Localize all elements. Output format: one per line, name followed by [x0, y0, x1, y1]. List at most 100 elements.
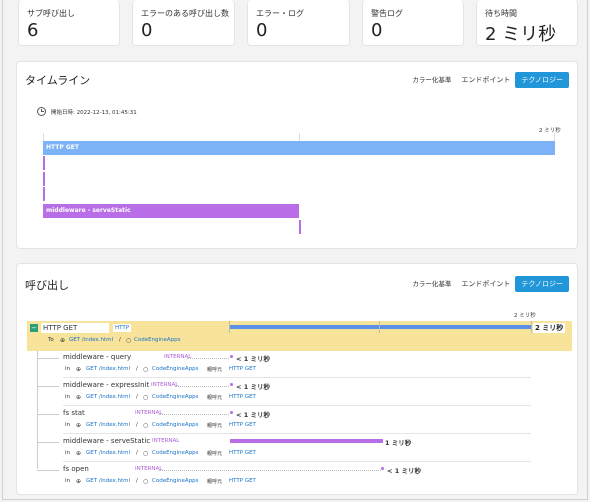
timeline-bar-middleware-expressinit[interactable]: [43, 172, 45, 186]
technology-button[interactable]: テクノロジー: [515, 276, 569, 292]
app-link[interactable]: CodeEngineApps: [152, 394, 199, 400]
call-tag: INTERNAL: [135, 466, 163, 472]
root-duration-bar: [229, 325, 531, 329]
call-duration: 1 ミリ秒: [385, 439, 412, 447]
path-separator: /: [136, 366, 138, 372]
duration-marker: [230, 411, 233, 414]
stat-label: エラー・ログ: [256, 9, 304, 18]
timeline-color-switch: カラー化基準 エンドポイント テクノロジー: [407, 72, 569, 88]
caller-label: 親呼元: [207, 479, 223, 485]
call-duration: < 1 ミリ秒: [236, 355, 270, 363]
stat-label: 待ち時間: [485, 9, 517, 18]
tree-connector: [37, 351, 38, 469]
technology-button[interactable]: テクノロジー: [515, 72, 569, 88]
timeline-bar-http-get[interactable]: HTTP GET: [43, 141, 555, 155]
caller-link[interactable]: HTTP GET: [229, 450, 256, 456]
endpoint-button[interactable]: エンドポイント: [461, 76, 511, 84]
stat-label: エラーのある呼び出し数: [141, 9, 229, 18]
call-name[interactable]: fs open: [63, 465, 89, 473]
call-name[interactable]: middleware - query: [63, 353, 132, 361]
app-link[interactable]: CodeEngineApps: [152, 450, 199, 456]
app-icon: ○: [143, 478, 149, 485]
tree-connector: [37, 470, 59, 471]
app-link[interactable]: CodeEngineApps: [152, 366, 199, 372]
endpoint-link[interactable]: GET /index.html: [86, 422, 131, 428]
app-icon: ○: [143, 422, 149, 429]
timeline-bar-middleware-query[interactable]: [43, 156, 45, 170]
call-row-root[interactable]: − HTTP GET HTTP To ⊕ GET /index.html / ○…: [27, 321, 572, 351]
endpoint-button[interactable]: エンドポイント: [461, 280, 511, 288]
call-row[interactable]: middleware - expressInit INTERNAL < 1 ミリ…: [17, 379, 579, 407]
color-by-label: カラー化基準: [412, 76, 452, 84]
calls-card: 呼び出し カラー化基準 エンドポイント テクノロジー 2 ミリ秒 − HTTP …: [16, 263, 578, 495]
dotted-guide: [159, 470, 381, 471]
call-row[interactable]: fs stat INTERNAL < 1 ミリ秒 in ⊕ GET /index…: [17, 407, 579, 435]
calls-title: 呼び出し: [25, 279, 69, 292]
path-separator: /: [119, 337, 121, 343]
stat-value: 0: [371, 20, 383, 41]
stat-card-error-calls: エラーのある呼び出し数 0: [132, 0, 235, 46]
endpoint-link[interactable]: GET /index.html: [86, 478, 131, 484]
collapse-toggle[interactable]: −: [30, 324, 38, 332]
stat-card-latency: 待ち時間 2 ミリ秒: [476, 0, 578, 46]
clock-icon: [37, 107, 46, 116]
caller-link[interactable]: HTTP GET: [229, 366, 256, 372]
root-call-tag: HTTP: [113, 324, 132, 332]
calls-scale-max: 2 ミリ秒: [514, 313, 536, 319]
call-row[interactable]: fs open INTERNAL < 1 ミリ秒 in ⊕ GET /index…: [17, 463, 579, 491]
call-duration: < 1 ミリ秒: [387, 467, 421, 475]
duration-marker: [230, 383, 233, 386]
root-app-link[interactable]: CodeEngineApps: [134, 337, 181, 343]
timeline-scale-max: 2 ミリ秒: [539, 128, 561, 134]
call-name[interactable]: fs stat: [63, 409, 85, 417]
caller-link[interactable]: HTTP GET: [229, 422, 256, 428]
endpoint-link[interactable]: GET /index.html: [86, 450, 131, 456]
row-divider: [63, 433, 531, 434]
stat-card-error-logs: エラー・ログ 0: [247, 0, 350, 46]
in-label: in: [65, 366, 71, 372]
call-tag: INTERNAL: [151, 382, 179, 388]
timeline-card: タイムライン カラー化基準 エンドポイント テクノロジー 開始日時: 2022-…: [16, 61, 578, 249]
app-link[interactable]: CodeEngineApps: [152, 422, 199, 428]
call-name[interactable]: middleware - serveStatic: [63, 437, 151, 445]
stat-label: 警告ログ: [371, 9, 403, 18]
timeline-bar-fs-stat[interactable]: [43, 187, 45, 201]
calls-gridline: [379, 321, 380, 333]
stat-value: 2 ミリ秒: [485, 24, 557, 45]
call-tag: INTERNAL: [164, 354, 192, 360]
timeline-bar-fs-open[interactable]: [299, 220, 301, 234]
dotted-guide: [175, 386, 229, 387]
app-link[interactable]: CodeEngineApps: [152, 478, 199, 484]
path-separator: /: [136, 422, 138, 428]
globe-icon: ⊕: [76, 422, 82, 429]
caller-link[interactable]: HTTP GET: [229, 394, 256, 400]
timeline-gridline: [299, 133, 300, 141]
timeline-start-time: 開始日時: 2022-12-13, 01:45:31: [51, 110, 137, 116]
dotted-guide: [159, 414, 229, 415]
timeline-title: タイムライン: [25, 74, 91, 87]
root-duration: 2 ミリ秒: [533, 323, 566, 333]
caller-label: 親呼元: [207, 423, 223, 429]
tree-connector: [37, 386, 59, 387]
app-icon: ○: [143, 450, 149, 457]
app-icon: ○: [143, 394, 149, 401]
endpoint-link[interactable]: GET /index.html: [86, 394, 131, 400]
tree-connector: [37, 414, 59, 415]
root-call-name[interactable]: HTTP GET: [41, 323, 109, 333]
call-name[interactable]: middleware - expressInit: [63, 381, 150, 389]
calls-gridline: [531, 321, 532, 333]
globe-icon: ⊕: [76, 478, 82, 485]
call-row[interactable]: middleware - query INTERNAL < 1 ミリ秒 in ⊕…: [17, 351, 579, 379]
timeline-bar-serve-static[interactable]: middleware - serveStatic: [43, 204, 299, 218]
call-row[interactable]: middleware - serveStatic INTERNAL 1 ミリ秒 …: [17, 435, 579, 463]
path-separator: /: [136, 394, 138, 400]
tree-connector: [37, 442, 59, 443]
endpoint-link[interactable]: GET /index.html: [86, 366, 131, 372]
root-endpoint-link[interactable]: GET /index.html: [69, 337, 114, 343]
call-tag: INTERNAL: [152, 438, 180, 444]
root-to-label: To: [48, 337, 54, 343]
tree-connector: [37, 358, 59, 359]
color-by-label: カラー化基準: [412, 280, 452, 288]
caller-link[interactable]: HTTP GET: [229, 478, 256, 484]
